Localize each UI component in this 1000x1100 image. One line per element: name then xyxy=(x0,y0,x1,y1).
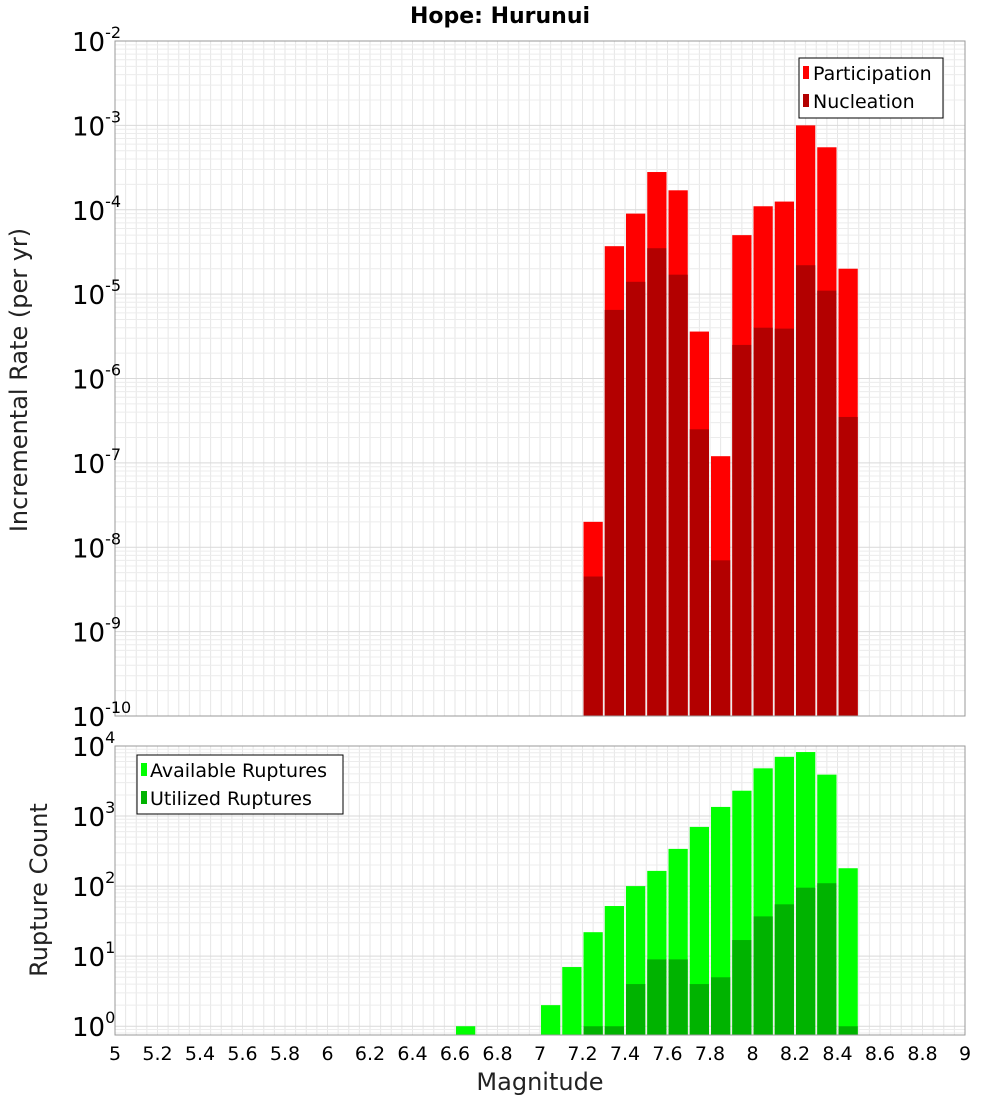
x-tick-label: 7 xyxy=(534,1043,546,1065)
x-tick-label: 5.2 xyxy=(142,1043,172,1065)
x-tick-label: 5.6 xyxy=(227,1043,257,1065)
bottom-bar-utilized-ruptures xyxy=(689,984,709,1035)
top-y-tick-label: 10-5 xyxy=(72,276,121,311)
top-y-tick-label: 10-6 xyxy=(72,361,121,396)
bottom-bar-available-ruptures xyxy=(583,932,603,1035)
bottom-y-tick-label: 100 xyxy=(72,1008,115,1043)
bottom-legend: Available Ruptures Utilized Ruptures xyxy=(136,754,344,815)
bottom-bar-available-ruptures xyxy=(562,967,582,1035)
bottom-y-tick-label: 103 xyxy=(72,798,115,833)
chart-title: Hope: Hurunui xyxy=(410,4,590,29)
bottom-bar-utilized-ruptures xyxy=(732,940,752,1035)
top-y-tick-label: 10-8 xyxy=(72,529,121,564)
legend-swatch-nucleation xyxy=(803,94,809,107)
x-tick-label: 5.8 xyxy=(270,1043,300,1065)
top-bar-nucleation xyxy=(796,265,816,716)
top-bar-nucleation xyxy=(604,309,624,716)
legend-swatch-utilized-ruptures xyxy=(141,791,147,804)
top-bar-nucleation xyxy=(647,248,667,717)
x-tick-label: 7.6 xyxy=(652,1043,682,1065)
x-ticks: 5 5.2 5.4 5.6 5.8 6 6.2 6.4 6.6 6.8 7 7.2 7.4 7.6 7.8 8… xyxy=(109,1043,971,1065)
bottom-bar-utilized-ruptures xyxy=(583,1026,603,1035)
x-tick-label: 7.4 xyxy=(610,1043,640,1065)
bottom-bar-utilized-ruptures xyxy=(668,959,688,1035)
x-tick-label: 6.8 xyxy=(482,1043,512,1065)
bottom-bar-utilized-ruptures xyxy=(796,887,816,1035)
bottom-y-tick-label: 104 xyxy=(72,728,115,763)
x-axis-label: Magnitude xyxy=(476,1068,603,1096)
top-y-tick-label: 10-9 xyxy=(72,614,121,649)
bottom-bar-available-ruptures xyxy=(456,1026,476,1035)
bottom-plot-frame xyxy=(114,745,966,1036)
top-legend: Participation Nucleation xyxy=(798,57,944,119)
top-bar-nucleation xyxy=(668,274,688,716)
bottom-bar-available-ruptures xyxy=(604,906,624,1035)
legend-label-available-ruptures: Available Ruptures xyxy=(150,760,327,782)
bottom-plot: 104 103 102 101 100 Rupture Count Available … xyxy=(25,728,966,1043)
top-bar-nucleation xyxy=(817,290,837,716)
bottom-y-tick-label: 102 xyxy=(72,868,115,903)
top-bar-nucleation xyxy=(583,576,603,716)
top-bar-nucleation xyxy=(838,416,858,716)
bottom-y-tick-label: 101 xyxy=(72,938,115,973)
bottom-y-axis-label: Rupture Count xyxy=(25,803,53,977)
top-y-tick-label: 10-4 xyxy=(72,192,121,227)
bottom-legend-box xyxy=(136,754,344,815)
top-y-tick-label: 10-10 xyxy=(72,698,131,733)
legend-label-utilized-ruptures: Utilized Ruptures xyxy=(150,788,312,810)
top-y-tick-label: 10-3 xyxy=(72,107,121,142)
bottom-bar-available-ruptures xyxy=(838,868,858,1035)
top-y-tick-label: 10-2 xyxy=(72,23,121,58)
top-bar-nucleation xyxy=(753,327,773,716)
top-y-axis-label: Incremental Rate (per yr) xyxy=(5,228,33,532)
legend-swatch-available-ruptures xyxy=(141,763,147,776)
bottom-bar-utilized-ruptures xyxy=(838,1026,858,1035)
top-y-tick-label: 10-7 xyxy=(72,445,121,480)
x-tick-label: 7.8 xyxy=(695,1043,725,1065)
bottom-bar-utilized-ruptures xyxy=(604,1026,624,1035)
x-tick-label: 6.2 xyxy=(355,1043,385,1065)
top-grid xyxy=(114,41,966,717)
x-tick-label: 8.8 xyxy=(907,1043,937,1065)
bottom-bar-available-ruptures xyxy=(689,826,709,1035)
x-tick-label: 6.6 xyxy=(440,1043,470,1065)
bottom-bar-utilized-ruptures xyxy=(774,904,794,1035)
top-bar-nucleation xyxy=(774,328,794,716)
x-tick-label: 8.4 xyxy=(822,1043,852,1065)
bottom-bar-available-ruptures xyxy=(541,1005,561,1035)
top-y-ticks: 10-2 10-3 10-4 10-5 10-6 10-7 10-8 10-9 10-10 xyxy=(72,23,131,733)
top-legend-box xyxy=(798,57,944,119)
top-plot: 10-2 10-3 10-4 10-5 10-6 10-7 10-8 10-9 10-10 In… xyxy=(5,23,966,733)
top-bars xyxy=(583,125,858,717)
x-tick-label: 5 xyxy=(109,1043,121,1065)
bottom-bar-utilized-ruptures xyxy=(753,916,773,1035)
x-tick-label: 8 xyxy=(746,1043,758,1065)
x-tick-label: 8.6 xyxy=(865,1043,895,1065)
top-bar-nucleation xyxy=(626,281,646,716)
bottom-bar-utilized-ruptures xyxy=(711,977,731,1035)
x-tick-label: 6.4 xyxy=(397,1043,427,1065)
bottom-bar-utilized-ruptures xyxy=(626,984,646,1035)
legend-label-nucleation: Nucleation xyxy=(813,91,915,113)
x-tick-label: 9 xyxy=(959,1043,971,1065)
x-tick-label: 8.2 xyxy=(780,1043,810,1065)
x-tick-label: 5.4 xyxy=(185,1043,215,1065)
bottom-bars xyxy=(456,752,858,1035)
bottom-bar-utilized-ruptures xyxy=(647,959,667,1035)
top-bar-nucleation xyxy=(711,560,731,716)
bottom-y-ticks: 104 103 102 101 100 xyxy=(72,728,115,1043)
legend-swatch-participation xyxy=(803,66,809,79)
x-tick-label: 6 xyxy=(321,1043,333,1065)
top-bar-nucleation xyxy=(732,344,752,716)
top-bar-nucleation xyxy=(689,429,709,716)
bottom-bar-utilized-ruptures xyxy=(817,883,837,1035)
top-plot-frame xyxy=(114,40,966,717)
legend-label-participation: Participation xyxy=(813,63,932,85)
x-tick-label: 7.2 xyxy=(567,1043,597,1065)
